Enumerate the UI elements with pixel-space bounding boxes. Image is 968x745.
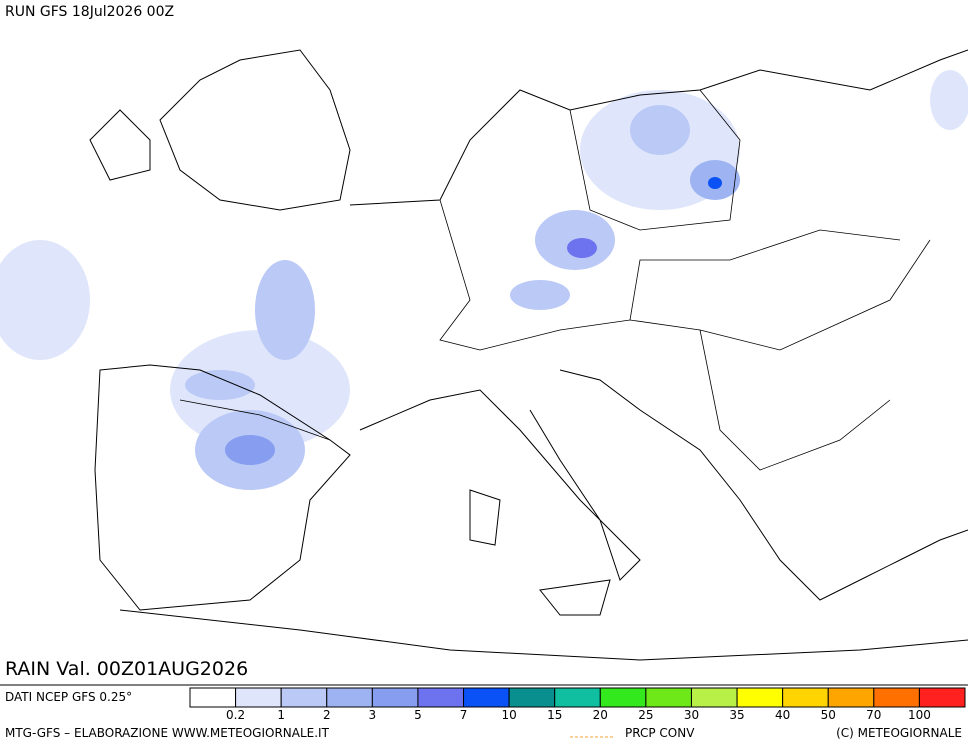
run-label: RUN GFS 18Jul2026 00Z: [5, 4, 174, 20]
credit-label: MTG-GFS – ELABORAZIONE WWW.METEOGIORNALE…: [5, 726, 330, 740]
borders: [179, 89, 931, 471]
legend-label: 15: [547, 708, 562, 722]
conv-label: PRCP CONV: [625, 726, 695, 740]
legend-label: 3: [369, 708, 377, 722]
legend-label: 35: [729, 708, 744, 722]
legend-swatch: [690, 687, 738, 708]
legend-swatch: [599, 687, 647, 708]
legend-swatch: [463, 687, 510, 708]
legend-label: 50: [821, 708, 836, 722]
legend-label: 30: [684, 708, 699, 722]
legend-swatch: [235, 687, 282, 708]
copyright-label: (C) METEOGIORNALE: [836, 726, 962, 740]
source-label: DATI NCEP GFS 0.25°: [5, 690, 132, 704]
legend-swatch: [918, 687, 966, 708]
legend-label: 7: [460, 708, 468, 722]
legend-label: 25: [638, 708, 653, 722]
legend-label: 1: [277, 708, 285, 722]
legend-label: 70: [866, 708, 881, 722]
legend-label: 2: [323, 708, 331, 722]
legend-swatch: [782, 687, 829, 708]
map-background: [0, 0, 968, 685]
legend-swatch: [736, 687, 784, 708]
legend-label: 10: [501, 708, 516, 722]
legend-swatch: [280, 687, 328, 708]
legend-swatch: [417, 687, 465, 708]
coastlines: [89, 49, 968, 661]
legend-label: 40: [775, 708, 790, 722]
legend-label: 100: [908, 708, 931, 722]
legend-label: 5: [414, 708, 422, 722]
legend-swatch: [508, 687, 556, 708]
rain-field: [0, 70, 968, 490]
legend-label: 0.2: [226, 708, 245, 722]
legend-swatch: [873, 687, 920, 708]
map: RUN GFS 18Jul2026 00Z RAIN Val. 00Z01AUG…: [0, 0, 968, 686]
legend-swatch: [326, 687, 373, 708]
valid-label: RAIN Val. 00Z01AUG2026: [5, 658, 248, 680]
legend-swatch: [371, 687, 419, 708]
legend-swatch: [554, 687, 601, 708]
legend-label: 20: [593, 708, 608, 722]
legend-swatch: [189, 687, 237, 708]
legend: DATI NCEP GFS 0.25° 0.2 1 2 3 5 7 10 15 20 25 30 35…: [5, 687, 966, 722]
legend-swatch: [645, 687, 692, 708]
legend-swatch: [827, 687, 875, 708]
